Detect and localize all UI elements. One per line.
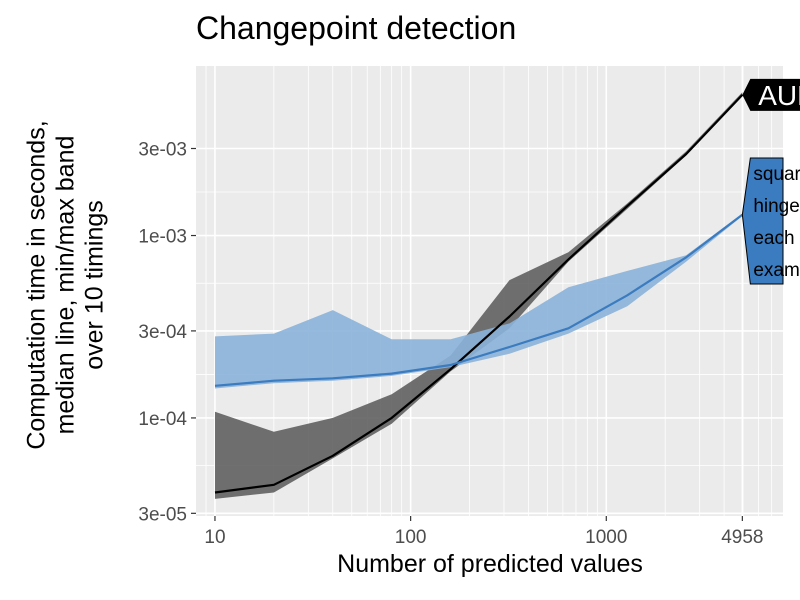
x-tick-label: 4958 [721, 527, 763, 548]
band-aum [215, 92, 743, 499]
label-squared-hinge-line: hinge [753, 196, 800, 217]
y-axis-label-line-2: median line, min/max band [51, 135, 80, 435]
x-axis-label: Number of predicted values [337, 550, 643, 578]
label-aum: AUM [758, 80, 800, 111]
label-squared-hinge-line: example [753, 260, 800, 281]
y-axis-label-line-1: Computation time in seconds, [22, 120, 51, 450]
y-tick-label: 3e-05 [138, 504, 187, 525]
y-tick-label: 3e-04 [138, 322, 187, 343]
x-tick-label: 10 [204, 527, 225, 548]
label-box-aum [742, 78, 800, 111]
y-tick-label: 3e-03 [138, 140, 187, 161]
x-tick-label: 1000 [585, 527, 627, 548]
y-tick-label: 1e-04 [138, 409, 187, 430]
chart-title: Changepoint detection [196, 10, 517, 46]
y-tick-label: 1e-03 [138, 227, 187, 248]
label-squared-hinge-line: squared [753, 164, 800, 185]
median-line-aum [214, 94, 744, 494]
x-tick-label: 100 [395, 527, 427, 548]
median-line-squared-hinge [214, 213, 743, 387]
label-squared-hinge-line: each [753, 228, 794, 249]
y-axis-label-line-3: over 10 timings [80, 200, 109, 370]
y-axis-label: Computation time in seconds, median line… [23, 120, 110, 449]
label-box-squared-hinge [741, 157, 784, 285]
band-squared-hinge [215, 213, 743, 389]
